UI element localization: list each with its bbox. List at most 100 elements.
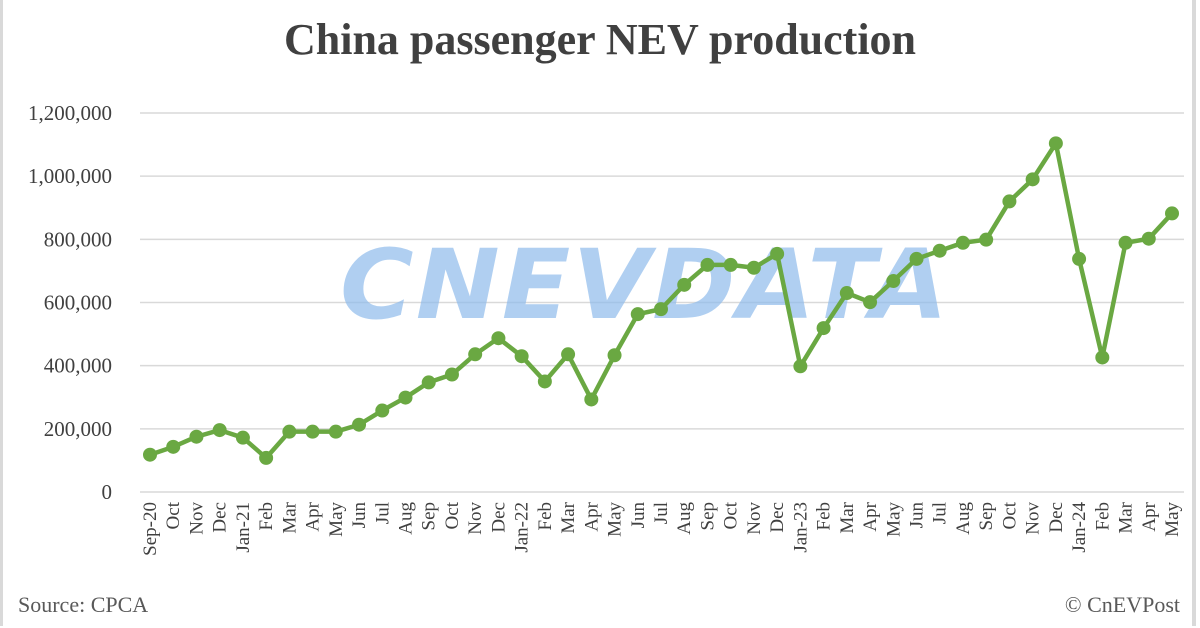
x-tick-label: May <box>605 502 626 537</box>
x-tick-label: Dec <box>767 502 788 533</box>
data-point <box>1095 350 1110 365</box>
data-point <box>677 277 692 292</box>
x-tick-label: Nov <box>744 502 765 535</box>
source-note: Source: CPCA <box>18 592 149 617</box>
x-tick-label: Sep-20 <box>140 502 161 556</box>
data-point <box>746 260 761 275</box>
x-tick-label: Dec <box>488 502 509 533</box>
x-tick-label: Jun <box>349 502 370 529</box>
data-point <box>793 359 808 374</box>
data-point <box>770 246 785 261</box>
data-point <box>1025 172 1040 187</box>
data-point <box>235 430 250 445</box>
y-tick-label: 1,200,000 <box>28 101 112 125</box>
x-tick-label: Jan-24 <box>1069 502 1090 553</box>
credit-note: © CnEVPost <box>1064 592 1180 617</box>
x-tick-label: Nov <box>465 502 486 535</box>
x-tick-label: Jul <box>372 502 393 524</box>
x-tick-label: Jan-23 <box>790 502 811 553</box>
x-tick-label: Oct <box>163 501 184 529</box>
data-point <box>537 374 552 389</box>
data-point <box>1118 235 1133 250</box>
x-tick-label: Sep <box>419 502 440 531</box>
data-point <box>282 424 297 439</box>
x-tick-label: Jul <box>930 502 951 524</box>
x-tick-label: Sep <box>976 502 997 531</box>
x-tick-label: Oct <box>721 501 742 529</box>
data-point <box>700 257 715 272</box>
data-point <box>630 307 645 322</box>
data-point <box>1002 194 1017 209</box>
x-tick-label: Mar <box>837 501 858 533</box>
data-point <box>328 424 343 439</box>
data-point <box>189 429 204 444</box>
x-tick-label: Feb <box>256 502 277 531</box>
data-point <box>259 450 274 465</box>
x-tick-label: Feb <box>1092 502 1113 531</box>
x-tick-label: May <box>883 502 904 537</box>
x-tick-label: Sep <box>697 502 718 531</box>
x-tick-label: Jan-21 <box>233 502 254 553</box>
y-tick-label: 0 <box>102 480 113 504</box>
y-tick-label: 200,000 <box>44 417 112 441</box>
data-point <box>352 417 367 432</box>
data-point <box>654 302 668 317</box>
data-point <box>166 439 181 454</box>
data-point <box>816 321 831 336</box>
x-tick-label: Apr <box>581 501 602 531</box>
x-tick-label: Aug <box>674 502 695 535</box>
data-point <box>839 286 854 301</box>
x-tick-label: Dec <box>210 502 231 533</box>
x-tick-label: Apr <box>1139 501 1160 531</box>
y-tick-label: 600,000 <box>44 291 112 315</box>
x-tick-label: Oct <box>999 501 1020 529</box>
x-tick-label: May <box>326 502 347 537</box>
data-point <box>514 349 529 364</box>
x-tick-label: Apr <box>860 501 881 531</box>
data-point <box>421 375 436 390</box>
data-point <box>444 367 459 382</box>
x-tick-label: Dec <box>1046 502 1067 533</box>
data-point <box>863 295 878 310</box>
data-point <box>886 274 901 289</box>
data-point <box>561 347 576 362</box>
x-tick-label: Feb <box>535 502 556 531</box>
x-tick-label: Mar <box>558 501 579 533</box>
data-point <box>723 257 738 272</box>
x-tick-label: May <box>1162 502 1183 537</box>
x-tick-label: Jan-22 <box>512 502 533 553</box>
data-point <box>1141 231 1156 246</box>
watermark-logo: CNEVDATA <box>340 229 950 341</box>
x-tick-label: Nov <box>186 502 207 535</box>
x-tick-label: Mar <box>1116 501 1137 533</box>
data-point <box>1048 136 1063 151</box>
x-tick-label: Apr <box>303 501 324 531</box>
data-point <box>1072 251 1087 266</box>
data-point <box>305 424 320 439</box>
x-tick-label: Aug <box>953 502 974 535</box>
data-point <box>143 447 157 462</box>
y-tick-label: 1,000,000 <box>28 164 112 188</box>
data-point <box>979 232 994 247</box>
y-tick-label: 400,000 <box>44 354 112 378</box>
x-tick-label: Jun <box>628 502 649 529</box>
x-tick-label: Oct <box>442 501 463 529</box>
chart-title: China passenger NEV production <box>283 15 917 64</box>
data-point <box>1165 206 1179 221</box>
data-point <box>398 390 413 405</box>
x-tick-label: Feb <box>814 502 835 531</box>
x-tick-label: Jun <box>907 502 928 529</box>
data-point <box>932 243 947 258</box>
y-tick-label: 800,000 <box>44 227 112 251</box>
data-point <box>375 403 390 418</box>
data-point <box>468 347 483 362</box>
data-point <box>955 235 970 250</box>
data-point <box>607 348 622 363</box>
data-point <box>491 331 506 346</box>
data-point <box>212 423 227 438</box>
x-tick-label: Nov <box>1023 502 1044 535</box>
x-tick-label: Aug <box>396 502 417 535</box>
data-point <box>909 251 924 266</box>
